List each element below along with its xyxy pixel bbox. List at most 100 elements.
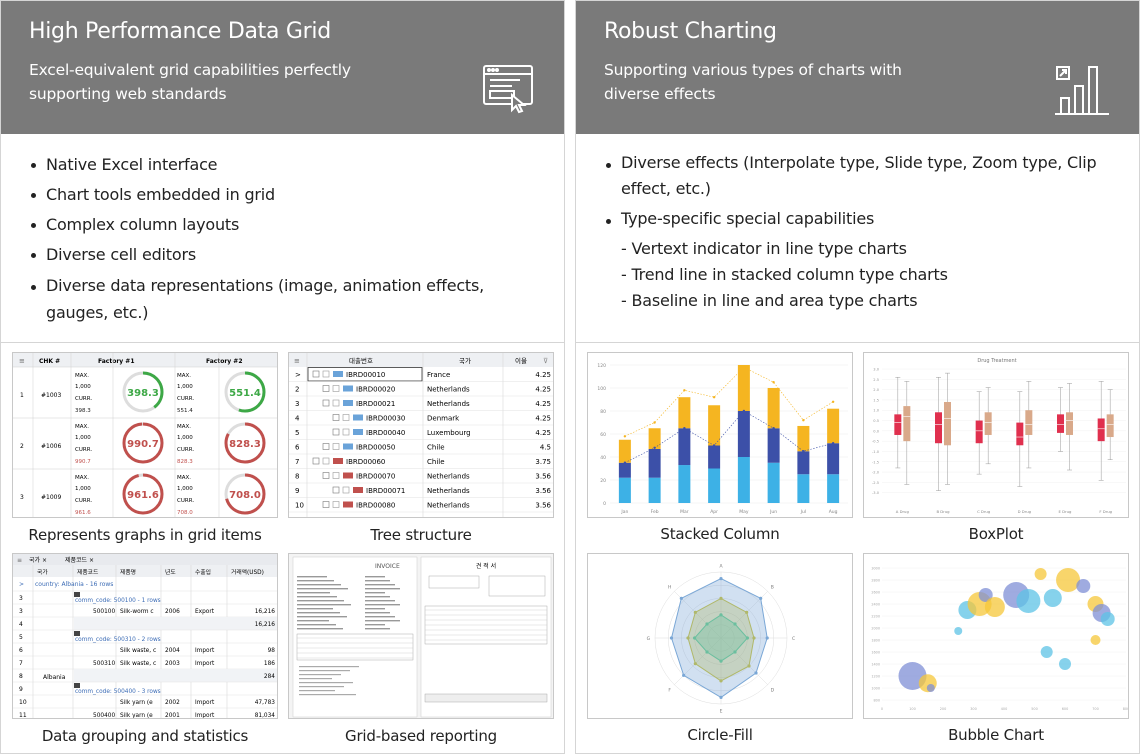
max-label: MAX. — [75, 424, 89, 430]
text-line — [299, 670, 350, 672]
chk-id: #1006 — [41, 443, 61, 450]
loan-code: IBRD00050 — [356, 444, 395, 452]
curr-label: CURR. — [177, 447, 194, 453]
chk-id: #1003 — [41, 392, 61, 399]
tree-grid-svg: ≡ 대출번호 국가 이율 ⊽ > IBRD00010 France 4.25 2 IBRD00020… — [289, 353, 553, 517]
y-tick: 100 — [597, 386, 606, 392]
x-tick: 800 — [1123, 707, 1129, 711]
y-tick: 1800 — [871, 639, 880, 643]
filter-icon: ⊽ — [543, 357, 548, 365]
x-tick: May — [739, 509, 749, 515]
loan-code: IBRD00021 — [356, 400, 395, 408]
axis-label: C — [792, 636, 795, 642]
stack-segment — [797, 474, 810, 503]
data-grid-header: High Performance Data Grid Excel-equival… — [1, 1, 564, 134]
loan-code: IBRD00060 — [346, 458, 385, 466]
x-tick: 400 — [1001, 707, 1007, 711]
trend-point — [712, 444, 716, 447]
trend-point — [831, 400, 835, 403]
box — [944, 401, 951, 446]
y-tick: -1.5 — [872, 460, 879, 464]
row-number: 5 — [19, 634, 23, 641]
tile-caption: Represents graphs in grid items — [28, 526, 262, 544]
row-number: 2 — [295, 386, 299, 394]
text-line — [297, 600, 344, 602]
flag-icon — [333, 458, 343, 464]
charting-title: Robust Charting — [604, 19, 777, 44]
max-value: 1,000 — [75, 435, 91, 441]
text-line — [365, 604, 400, 606]
web-grid-icon — [482, 63, 534, 119]
tile-caption: Grid-based reporting — [345, 727, 497, 745]
curr-label: CURR. — [75, 447, 92, 453]
quote-title: 견 적 서 — [476, 562, 496, 570]
y-tick: -1.0 — [872, 450, 880, 454]
text-line — [297, 628, 343, 630]
bubble — [1100, 612, 1115, 626]
row-number: 2 — [20, 443, 24, 450]
radar-chart: A B C D E F G H — [647, 563, 796, 714]
focused-cell — [307, 367, 423, 382]
amount: 284 — [264, 674, 275, 680]
text-line — [297, 580, 334, 582]
data-grid-subtitle: Excel-equivalent grid capabilities perfe… — [29, 61, 351, 103]
text-line — [297, 588, 348, 590]
product-code: 500400 — [93, 713, 115, 719]
expand-toggle — [332, 486, 340, 494]
text-line — [299, 674, 341, 676]
row-number: > — [19, 581, 24, 588]
data-grid-panel: High Performance Data Grid Excel-equival… — [0, 0, 565, 754]
menu-icon: ≡ — [294, 357, 300, 365]
y-tick: 2000 — [871, 627, 880, 631]
column-header: 거래액(USD) — [231, 568, 264, 576]
x-tick: 500 — [1031, 707, 1037, 711]
quote-box — [428, 575, 480, 589]
collapse-toggle — [74, 631, 80, 636]
stack-segment — [648, 448, 661, 478]
year: 2001 — [165, 713, 180, 719]
x-tick: Feb — [651, 509, 659, 515]
trend-point — [623, 435, 627, 438]
collapse-toggle — [74, 683, 80, 688]
text-line — [299, 686, 344, 688]
text-line — [297, 584, 341, 586]
flag-icon — [353, 414, 363, 421]
text-line — [365, 620, 400, 622]
column-header: 제품코드 — [77, 568, 99, 576]
row-number: > — [295, 371, 301, 379]
flag-icon — [333, 371, 343, 377]
bubble — [984, 597, 1005, 617]
gauge-value: 398.3 — [127, 388, 159, 399]
axis-label: F — [668, 687, 671, 693]
trend-line — [624, 366, 834, 437]
rate: 3.56 — [535, 487, 551, 495]
y-tick: 80 — [600, 409, 606, 415]
row-number: 5 — [295, 429, 299, 437]
text-line — [297, 612, 340, 614]
x-tick: 700 — [1092, 707, 1098, 711]
expand-toggle — [312, 370, 320, 378]
text-line — [365, 596, 390, 598]
stack-segment — [618, 462, 631, 478]
text-line — [297, 592, 330, 594]
x-tick: 300 — [970, 707, 976, 711]
feature-item: - Baseline in line and area type charts — [621, 291, 918, 310]
trade-type: Import — [195, 661, 215, 667]
group-bar — [13, 554, 277, 565]
radar-point — [719, 577, 723, 581]
axis-label: A — [719, 563, 723, 569]
stack-segment — [797, 451, 810, 475]
row-checkbox — [332, 399, 340, 407]
trend-point — [742, 366, 746, 369]
y-tick: 2.5 — [873, 378, 879, 382]
stack-segment — [767, 462, 780, 503]
loan-code: IBRD00010 — [346, 371, 385, 379]
box — [894, 414, 902, 435]
quote-page — [420, 556, 552, 718]
curr-label: CURR. — [75, 498, 92, 504]
radar-point — [752, 636, 756, 640]
y-tick: 2600 — [871, 591, 880, 595]
trade-type: Import — [195, 713, 215, 719]
box — [935, 412, 942, 444]
max-value: 1,000 — [177, 435, 193, 441]
